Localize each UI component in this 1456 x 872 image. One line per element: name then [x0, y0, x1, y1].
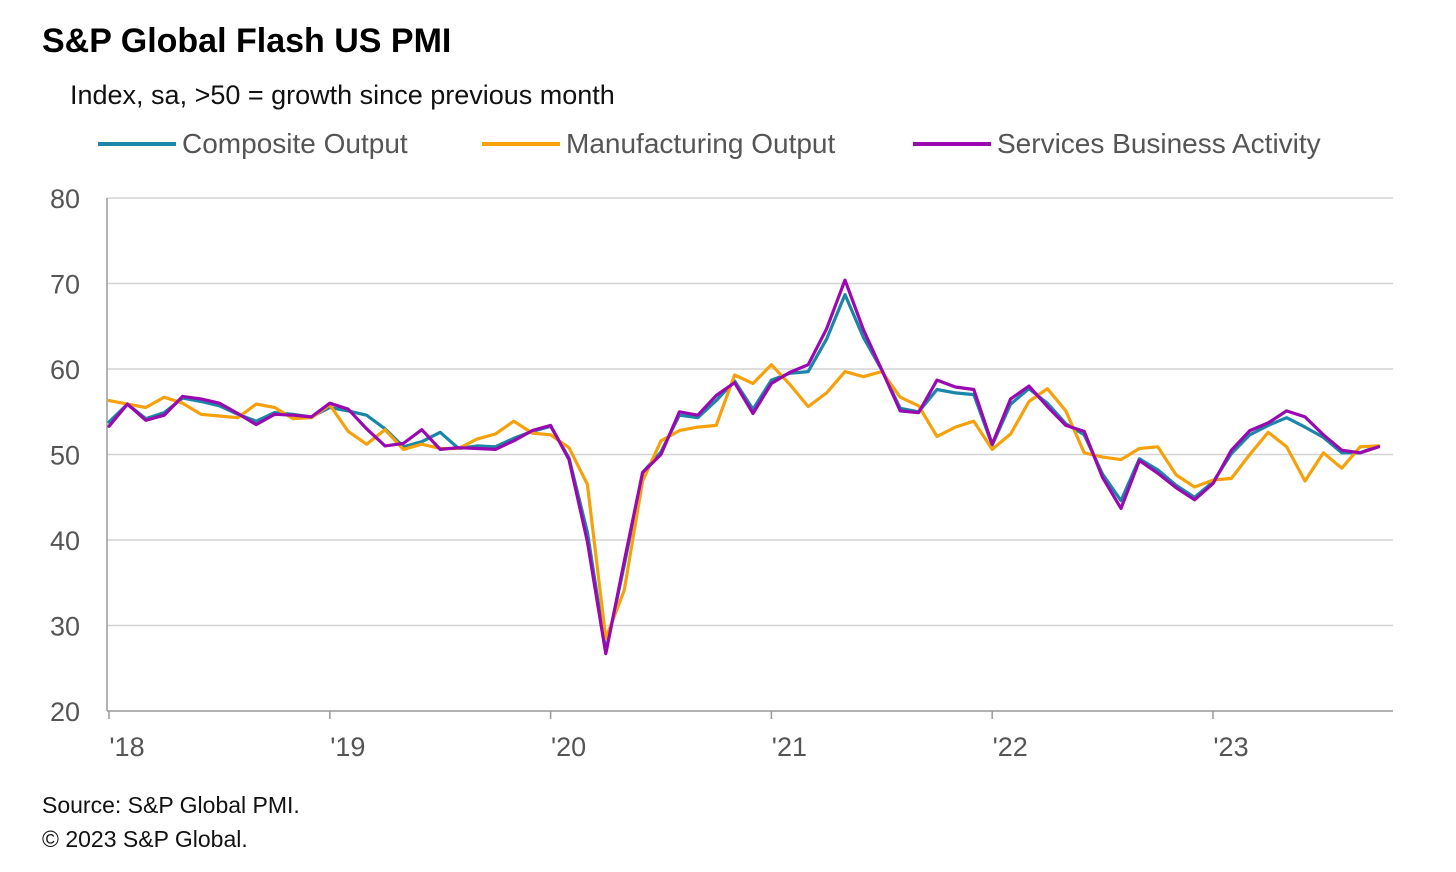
source-note: Source: S&P Global PMI. [42, 792, 300, 818]
legend-swatch-manufacturing [482, 142, 560, 146]
series-line-services [107, 278, 1381, 656]
x-tick-label: '19 [330, 732, 365, 762]
legend-item-manufacturing: Manufacturing Output [482, 124, 835, 164]
x-tick-label: '18 [109, 732, 144, 762]
series-line-composite [107, 293, 1381, 653]
x-tick-label: '23 [1213, 732, 1248, 762]
legend-swatch-services [913, 142, 991, 146]
legend-label-manufacturing: Manufacturing Output [566, 128, 836, 159]
legend-label-composite: Composite Output [182, 128, 408, 159]
chart-legend: Composite Output Manufacturing Output Se… [0, 124, 1456, 164]
y-tick-label: 70 [50, 270, 80, 300]
y-tick-label: 40 [50, 526, 80, 556]
x-tick-label: '21 [772, 732, 807, 762]
legend-item-composite: Composite Output [98, 124, 408, 164]
y-tick-label: 20 [50, 697, 80, 727]
chart-title: S&P Global Flash US PMI [42, 22, 452, 60]
legend-swatch-composite [98, 142, 176, 146]
copyright-note: © 2023 S&P Global. [42, 826, 248, 852]
chart-subtitle: Index, sa, >50 = growth since previous m… [70, 80, 615, 110]
chart-footer: Source: S&P Global PMI. © 2023 S&P Globa… [42, 788, 300, 856]
y-tick-label: 80 [50, 184, 80, 214]
x-tick-label: '22 [993, 732, 1028, 762]
y-tick-label: 30 [50, 612, 80, 642]
series-line-manufacturing [107, 363, 1381, 640]
legend-item-services: Services Business Activity [913, 124, 1321, 164]
x-tick-label: '20 [551, 732, 586, 762]
y-tick-label: 60 [50, 355, 80, 385]
y-tick-label: 50 [50, 441, 80, 471]
legend-label-services: Services Business Activity [997, 128, 1321, 159]
